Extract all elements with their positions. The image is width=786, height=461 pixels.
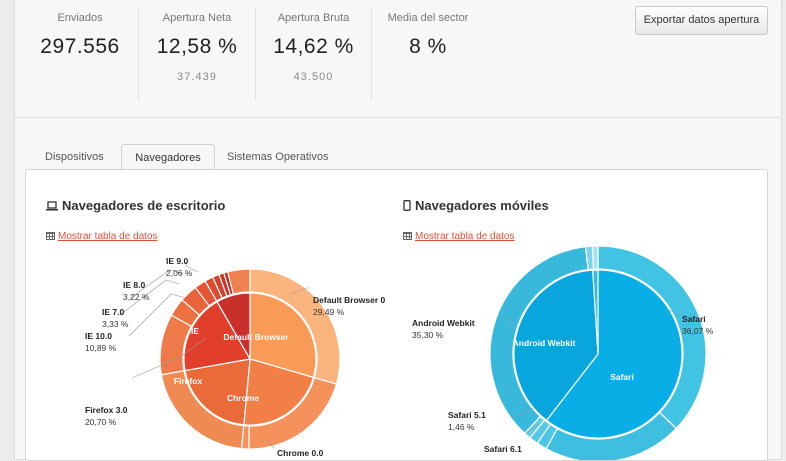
label-ie9: IE 9.0 xyxy=(166,256,188,266)
label-safari-51: Safari 5.1 xyxy=(448,410,486,420)
label-ie7: IE 7.0 xyxy=(102,307,124,317)
mobile-inner-slice-2[interactable] xyxy=(592,269,599,355)
inner-label-chrome: Chrome xyxy=(227,393,259,403)
stat-label: Media del sector xyxy=(387,12,469,24)
divider xyxy=(371,7,372,101)
mobile-inner-slice-0[interactable] xyxy=(545,269,683,439)
stat-apertura-neta: Apertura Neta 12,58 % 37.439 xyxy=(139,0,255,103)
link-text: Mostrar tabla de datos xyxy=(58,231,158,242)
desktop-title-text: Navegadores de escritorio xyxy=(62,198,226,213)
inner-label-default: Default Browser xyxy=(223,332,289,342)
mobile-title-text: Navegadores móviles xyxy=(415,198,549,213)
tab-bar: Dispositivos Navegadores Sistemas Operat… xyxy=(15,144,781,172)
desktop-inner-slice-1[interactable] xyxy=(243,358,315,426)
pct-firefox: 20,70 % xyxy=(85,417,117,427)
stat-apertura-bruta: Apertura Bruta 14,62 % 43.500 xyxy=(256,0,371,103)
stat-value: 8 % xyxy=(409,35,447,58)
link-text: Mostrar tabla de datos xyxy=(415,231,515,242)
stat-label: Enviados xyxy=(57,12,103,24)
pct-ie7: 3,33 % xyxy=(102,319,129,329)
pct-ie10: 10,89 % xyxy=(85,343,117,353)
inner-label-firefox: Firefox xyxy=(174,376,203,386)
label-ie10: IE 10.0 xyxy=(85,331,112,341)
desktop-section-title: Navegadores de escritorio xyxy=(46,198,225,214)
stat-label: Apertura Bruta xyxy=(277,12,350,24)
tab-sistemas-operativos[interactable]: Sistemas Operativos xyxy=(227,151,329,163)
browser-charts: Default Browser 0 29,49 % Chrome 0.0 Fir… xyxy=(85,245,714,460)
stat-value: 14,62 % xyxy=(273,35,354,58)
pct-safari-51: 1,46 % xyxy=(448,422,475,432)
pct-ie8: 3,22 % xyxy=(123,292,150,302)
report-card: Enviados 297.556 Apertura Neta 12,58 % 3… xyxy=(14,0,782,461)
pct-default-browser: 29,49 % xyxy=(313,307,345,317)
divider xyxy=(138,7,139,101)
label-safari: Safari xyxy=(682,314,706,324)
stat-enviados: Enviados 297.556 xyxy=(15,0,145,103)
pct-safari: 36,07 % xyxy=(682,326,714,336)
label-ie8: IE 8.0 xyxy=(123,280,145,290)
desktop-show-table-link[interactable]: Mostrar tabla de datos xyxy=(46,231,158,242)
desktop-inner-slice-0[interactable] xyxy=(249,292,317,379)
table-icon xyxy=(46,232,55,240)
inner-label-safari: Safari xyxy=(610,372,634,382)
stats-row: Enviados 297.556 Apertura Neta 12,58 % 3… xyxy=(15,0,781,118)
mobile-icon xyxy=(403,199,411,214)
label-android-webkit: Android Webkit xyxy=(412,318,475,328)
browsers-panel: Navegadores de escritorio Mostrar tabla … xyxy=(25,169,768,461)
desktop-inner-slice-2[interactable] xyxy=(184,358,251,426)
divider xyxy=(255,7,256,101)
stat-value: 12,58 % xyxy=(156,35,238,58)
desktop-outer-slice-12[interactable] xyxy=(226,268,251,295)
stat-media-sector: Media del sector 8 % xyxy=(372,0,484,103)
label-default-browser: Default Browser 0 xyxy=(313,295,386,305)
tab-navegadores[interactable]: Navegadores xyxy=(121,144,215,172)
stat-subvalue: 37.439 xyxy=(177,71,217,83)
label-firefox: Firefox 3.0 xyxy=(85,405,128,415)
stat-label: Apertura Neta xyxy=(162,12,232,24)
pct-ie9: 2,06 % xyxy=(166,268,193,278)
mobile-outer-slice-7[interactable] xyxy=(591,245,599,270)
inner-label-ie: IE xyxy=(191,326,199,336)
mobile-section-title: Navegadores móviles xyxy=(403,198,549,214)
desktop-inner-slice-4[interactable] xyxy=(216,292,251,362)
stat-subvalue: 43.500 xyxy=(293,71,334,83)
mobile-show-table-link[interactable]: Mostrar tabla de datos xyxy=(403,231,515,242)
pct-android-webkit: 35,30 % xyxy=(412,330,444,340)
tab-dispositivos[interactable]: Dispositivos xyxy=(45,151,104,163)
mobile-inner-slice-1[interactable] xyxy=(513,269,599,422)
laptop-icon xyxy=(46,199,58,214)
inner-label-android: Android Webkit xyxy=(513,338,576,348)
table-icon xyxy=(403,232,412,240)
label-safari-61: Safari 6.1 xyxy=(484,444,522,454)
desktop-inner-slice-3[interactable] xyxy=(183,300,251,372)
export-button[interactable]: Exportar datos apertura xyxy=(635,6,768,35)
stat-value: 297.556 xyxy=(40,35,120,58)
